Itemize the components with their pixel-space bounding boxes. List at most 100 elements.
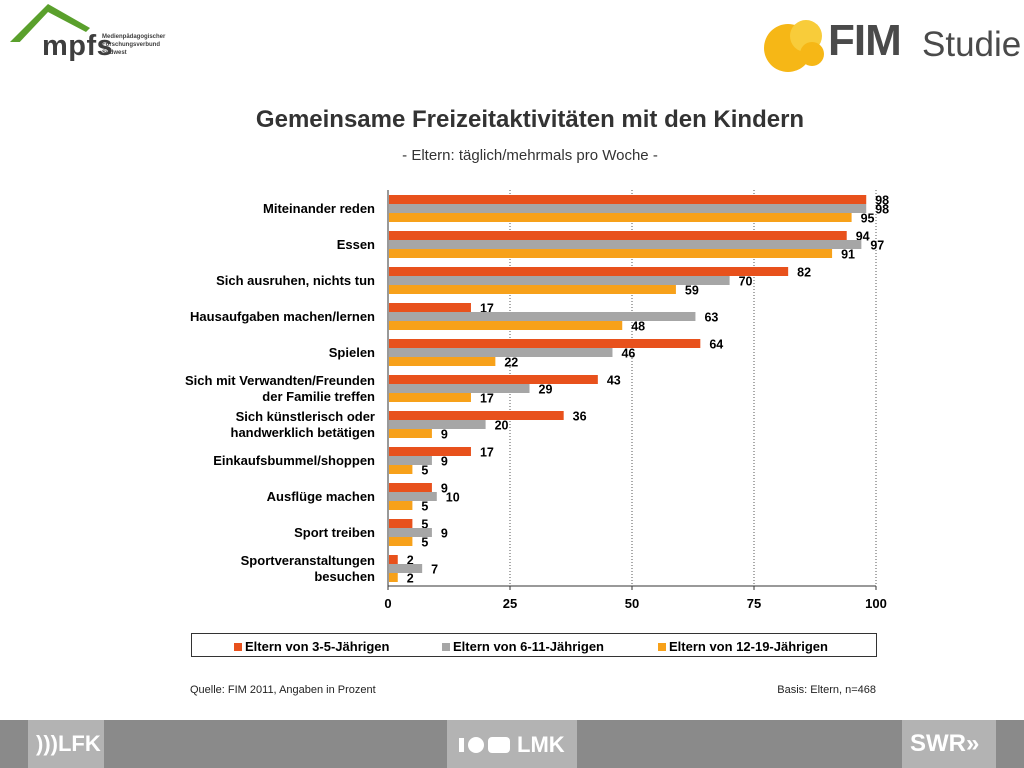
category-label-2-0: Sich ausruhen, nichts tun: [216, 273, 375, 288]
data-label-2-2: 59: [685, 284, 699, 298]
data-label-1-1: 97: [870, 239, 884, 253]
data-label-9-0: 5: [421, 518, 428, 532]
bar-3-0: [389, 303, 471, 312]
basis-note: Basis: Eltern, n=468: [777, 684, 876, 696]
mpfs-sub-line-1: Medienpädagogischer: [102, 34, 166, 40]
source-note: Quelle: FIM 2011, Angaben in Prozent: [190, 684, 376, 696]
chart-legend: Eltern von 3-5-Jährigen Eltern von 6-11-…: [191, 633, 877, 657]
x-tick-label-25: 25: [503, 596, 517, 611]
bar-1-0: [389, 231, 847, 240]
data-label-0-0: 98: [875, 194, 889, 208]
mpfs-sub-line-2: Forschungsverbund: [102, 42, 161, 48]
data-label-7-1: 9: [441, 455, 448, 469]
data-label-7-0: 17: [480, 446, 494, 460]
category-label-10-0: Sportveranstaltungen: [241, 553, 375, 568]
category-label-6-1: handwerklich betätigen: [231, 425, 376, 440]
bar-0-1: [389, 204, 867, 213]
legend-item-3-5: Eltern von 3-5-Jährigen: [234, 639, 389, 654]
data-label-6-1: 20: [495, 419, 509, 433]
data-label-9-1: 9: [441, 527, 448, 541]
bar-3-2: [389, 321, 623, 330]
category-label-5-1: der Familie treffen: [262, 389, 375, 404]
data-label-8-0: 9: [441, 482, 448, 496]
data-label-10-2: 2: [407, 572, 414, 586]
category-label-7-0: Einkaufsbummel/shoppen: [213, 453, 375, 468]
bar-0-2: [389, 213, 852, 222]
data-label-7-2: 5: [421, 464, 428, 478]
legend-item-12-19: Eltern von 12-19-Jährigen: [658, 639, 828, 654]
mpfs-sub-line-3: Südwest: [102, 50, 127, 56]
fim-wordmark: FIM: [828, 16, 902, 65]
lmk-text: LMK: [517, 732, 565, 757]
fim-circles-icon: [764, 20, 824, 72]
bar-2-1: [389, 276, 730, 285]
bar-3-1: [389, 312, 696, 321]
data-label-10-1: 7: [431, 563, 438, 577]
studie-wordmark: Studie: [922, 25, 1022, 64]
bar-4-0: [389, 339, 701, 348]
chart-subtitle: - Eltern: täglich/mehrmals pro Woche -: [402, 147, 658, 164]
bar-10-1: [389, 564, 423, 573]
bar-7-1: [389, 456, 432, 465]
mpfs-wordmark: mpfs: [42, 30, 114, 62]
data-label-9-2: 5: [421, 536, 428, 550]
bar-7-2: [389, 465, 413, 474]
category-label-10-1: besuchen: [314, 569, 375, 584]
swr-arrows-icon: »: [966, 730, 980, 757]
data-label-6-0: 36: [573, 410, 587, 424]
x-tick-label-100: 100: [865, 596, 887, 611]
legend-label-12-19: Eltern von 12-19-Jährigen: [669, 639, 828, 654]
data-label-5-0: 43: [607, 374, 621, 388]
lmk-shapes-icon: [459, 737, 510, 753]
bar-8-0: [389, 483, 432, 492]
swr-wordmark: SWR»: [910, 730, 979, 758]
data-label-2-1: 70: [739, 275, 753, 289]
bar-5-0: [389, 375, 598, 384]
bar-10-0: [389, 555, 398, 564]
x-tick-label-0: 0: [384, 596, 391, 611]
bar-4-1: [389, 348, 613, 357]
data-label-2-0: 82: [797, 266, 811, 280]
category-label-1-0: Essen: [337, 237, 375, 252]
data-label-0-2: 95: [861, 212, 875, 226]
data-label-6-2: 9: [441, 428, 448, 442]
category-label-3-0: Hausaufgaben machen/lernen: [190, 309, 375, 324]
data-label-4-2: 22: [504, 356, 518, 370]
bar-2-0: [389, 267, 789, 276]
bar-9-0: [389, 519, 413, 528]
data-label-4-0: 64: [709, 338, 723, 352]
bar-6-2: [389, 429, 432, 438]
data-label-8-2: 5: [421, 500, 428, 514]
lfk-text: LFK: [57, 731, 101, 756]
bar-8-2: [389, 501, 413, 510]
lmk-wordmark: LMK: [459, 732, 565, 758]
lfk-logo: )))LFK: [28, 720, 104, 768]
legend-swatch-12-19: [658, 642, 666, 651]
bar-1-2: [389, 249, 833, 258]
bar-2-2: [389, 285, 676, 294]
bar-5-2: [389, 393, 471, 402]
data-label-5-1: 29: [539, 383, 553, 397]
swr-text: SWR: [910, 730, 966, 757]
bar-6-0: [389, 411, 564, 420]
lfk-wordmark: )))LFK: [36, 731, 101, 757]
bar-10-2: [389, 573, 398, 582]
bar-7-0: [389, 447, 471, 456]
footer-bar: )))LFK LMK SWR»: [0, 720, 1024, 768]
bar-6-1: [389, 420, 486, 429]
lfk-slashes-icon: ))): [36, 731, 58, 756]
data-label-0-1: 98: [875, 203, 889, 217]
mpfs-subtitle: Medienpädagogischer Forschungsverbund Sü…: [102, 33, 165, 57]
data-label-3-1: 63: [704, 311, 718, 325]
legend-item-6-11: Eltern von 6-11-Jährigen: [442, 639, 604, 654]
data-label-10-0: 2: [407, 554, 414, 568]
bar-9-2: [389, 537, 413, 546]
bar-4-2: [389, 357, 496, 366]
category-label-6-0: Sich künstlerisch oder: [236, 409, 375, 424]
legend-swatch-6-11: [442, 642, 450, 651]
legend-label-6-11: Eltern von 6-11-Jährigen: [453, 639, 604, 654]
mpfs-logo: mpfs Medienpädagogischer Forschungsverbu…: [6, 2, 176, 72]
bar-5-1: [389, 384, 530, 393]
bar-9-1: [389, 528, 432, 537]
category-label-4-0: Spielen: [329, 345, 375, 360]
